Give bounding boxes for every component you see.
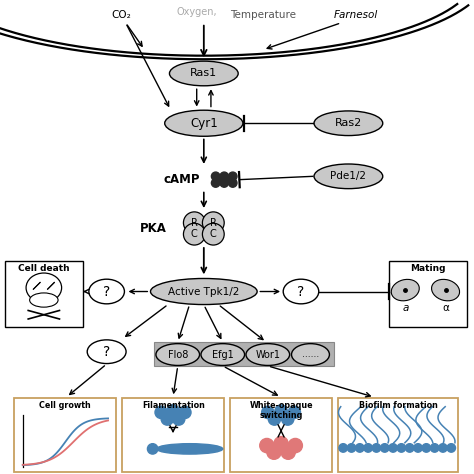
Text: α: α bbox=[442, 303, 449, 313]
Text: R: R bbox=[210, 218, 217, 228]
Circle shape bbox=[282, 413, 294, 425]
Circle shape bbox=[430, 444, 439, 452]
Circle shape bbox=[288, 406, 301, 419]
Circle shape bbox=[288, 438, 302, 453]
Circle shape bbox=[161, 413, 173, 425]
Circle shape bbox=[224, 175, 233, 184]
Circle shape bbox=[381, 444, 389, 452]
Text: Ras2: Ras2 bbox=[335, 118, 362, 128]
Circle shape bbox=[220, 172, 228, 181]
Ellipse shape bbox=[156, 344, 200, 365]
Circle shape bbox=[155, 406, 167, 419]
Circle shape bbox=[274, 437, 288, 451]
Circle shape bbox=[389, 444, 397, 452]
Ellipse shape bbox=[26, 273, 62, 302]
Circle shape bbox=[275, 405, 287, 417]
Circle shape bbox=[397, 444, 406, 452]
Text: ?: ? bbox=[103, 284, 110, 299]
Text: ......: ...... bbox=[302, 350, 319, 359]
Circle shape bbox=[372, 444, 381, 452]
Circle shape bbox=[179, 406, 191, 419]
Ellipse shape bbox=[283, 279, 319, 304]
Text: C: C bbox=[210, 229, 217, 239]
Text: Farnesol: Farnesol bbox=[333, 10, 378, 20]
Circle shape bbox=[211, 172, 220, 181]
Circle shape bbox=[422, 444, 430, 452]
Circle shape bbox=[347, 444, 356, 452]
Text: Temperature: Temperature bbox=[230, 10, 296, 20]
Text: CO₂: CO₂ bbox=[111, 10, 131, 20]
Ellipse shape bbox=[201, 344, 245, 365]
Circle shape bbox=[267, 445, 281, 459]
Text: Cell death: Cell death bbox=[18, 264, 70, 273]
Text: Ras1: Ras1 bbox=[190, 68, 218, 79]
Text: R: R bbox=[191, 218, 198, 228]
Ellipse shape bbox=[87, 340, 126, 364]
Circle shape bbox=[183, 223, 205, 245]
Text: Oxygen,: Oxygen, bbox=[176, 7, 217, 17]
Ellipse shape bbox=[292, 344, 329, 365]
Circle shape bbox=[339, 444, 347, 452]
Circle shape bbox=[356, 444, 364, 452]
Text: White-opaque
switching: White-opaque switching bbox=[249, 401, 313, 420]
Ellipse shape bbox=[391, 279, 419, 301]
Text: Flo8: Flo8 bbox=[168, 349, 188, 360]
Circle shape bbox=[268, 413, 281, 425]
Circle shape bbox=[202, 223, 224, 245]
Ellipse shape bbox=[314, 164, 383, 189]
Text: Efg1: Efg1 bbox=[212, 349, 234, 360]
Circle shape bbox=[414, 444, 422, 452]
Text: Mating: Mating bbox=[410, 264, 446, 273]
FancyBboxPatch shape bbox=[338, 398, 458, 472]
Circle shape bbox=[447, 444, 456, 452]
Circle shape bbox=[405, 444, 414, 452]
Ellipse shape bbox=[156, 444, 223, 454]
Ellipse shape bbox=[89, 279, 124, 304]
Text: Active Tpk1/2: Active Tpk1/2 bbox=[168, 286, 239, 297]
Ellipse shape bbox=[169, 61, 238, 86]
Circle shape bbox=[220, 179, 228, 187]
Circle shape bbox=[211, 179, 220, 187]
Circle shape bbox=[438, 444, 447, 452]
Ellipse shape bbox=[29, 293, 58, 307]
Circle shape bbox=[364, 444, 373, 452]
FancyBboxPatch shape bbox=[154, 342, 334, 366]
Ellipse shape bbox=[151, 279, 257, 305]
Circle shape bbox=[216, 175, 224, 184]
Text: Cell growth: Cell growth bbox=[39, 401, 91, 410]
Text: Filamentation: Filamentation bbox=[142, 401, 205, 410]
Circle shape bbox=[202, 212, 224, 234]
Text: Wor1: Wor1 bbox=[255, 349, 280, 360]
Text: ?: ? bbox=[103, 345, 110, 359]
Text: PKA: PKA bbox=[140, 222, 167, 235]
Text: ?: ? bbox=[297, 284, 305, 299]
Text: Biofilm formation: Biofilm formation bbox=[359, 401, 438, 410]
Text: Pde1/2: Pde1/2 bbox=[330, 171, 366, 182]
Circle shape bbox=[262, 406, 274, 419]
Circle shape bbox=[281, 445, 295, 459]
Text: a: a bbox=[402, 303, 409, 313]
Text: cAMP: cAMP bbox=[164, 173, 200, 186]
Ellipse shape bbox=[314, 111, 383, 136]
Circle shape bbox=[228, 179, 237, 187]
Ellipse shape bbox=[246, 344, 290, 365]
FancyBboxPatch shape bbox=[230, 398, 332, 472]
Circle shape bbox=[183, 212, 205, 234]
Circle shape bbox=[173, 413, 185, 425]
FancyBboxPatch shape bbox=[389, 261, 467, 327]
Ellipse shape bbox=[431, 279, 460, 301]
Text: C: C bbox=[191, 229, 198, 239]
FancyBboxPatch shape bbox=[14, 398, 116, 472]
Ellipse shape bbox=[164, 110, 243, 137]
Circle shape bbox=[167, 405, 179, 417]
Circle shape bbox=[260, 438, 274, 453]
Circle shape bbox=[147, 444, 158, 454]
Text: Cyr1: Cyr1 bbox=[190, 117, 218, 130]
FancyBboxPatch shape bbox=[5, 261, 83, 327]
Circle shape bbox=[228, 172, 237, 181]
FancyBboxPatch shape bbox=[122, 398, 224, 472]
